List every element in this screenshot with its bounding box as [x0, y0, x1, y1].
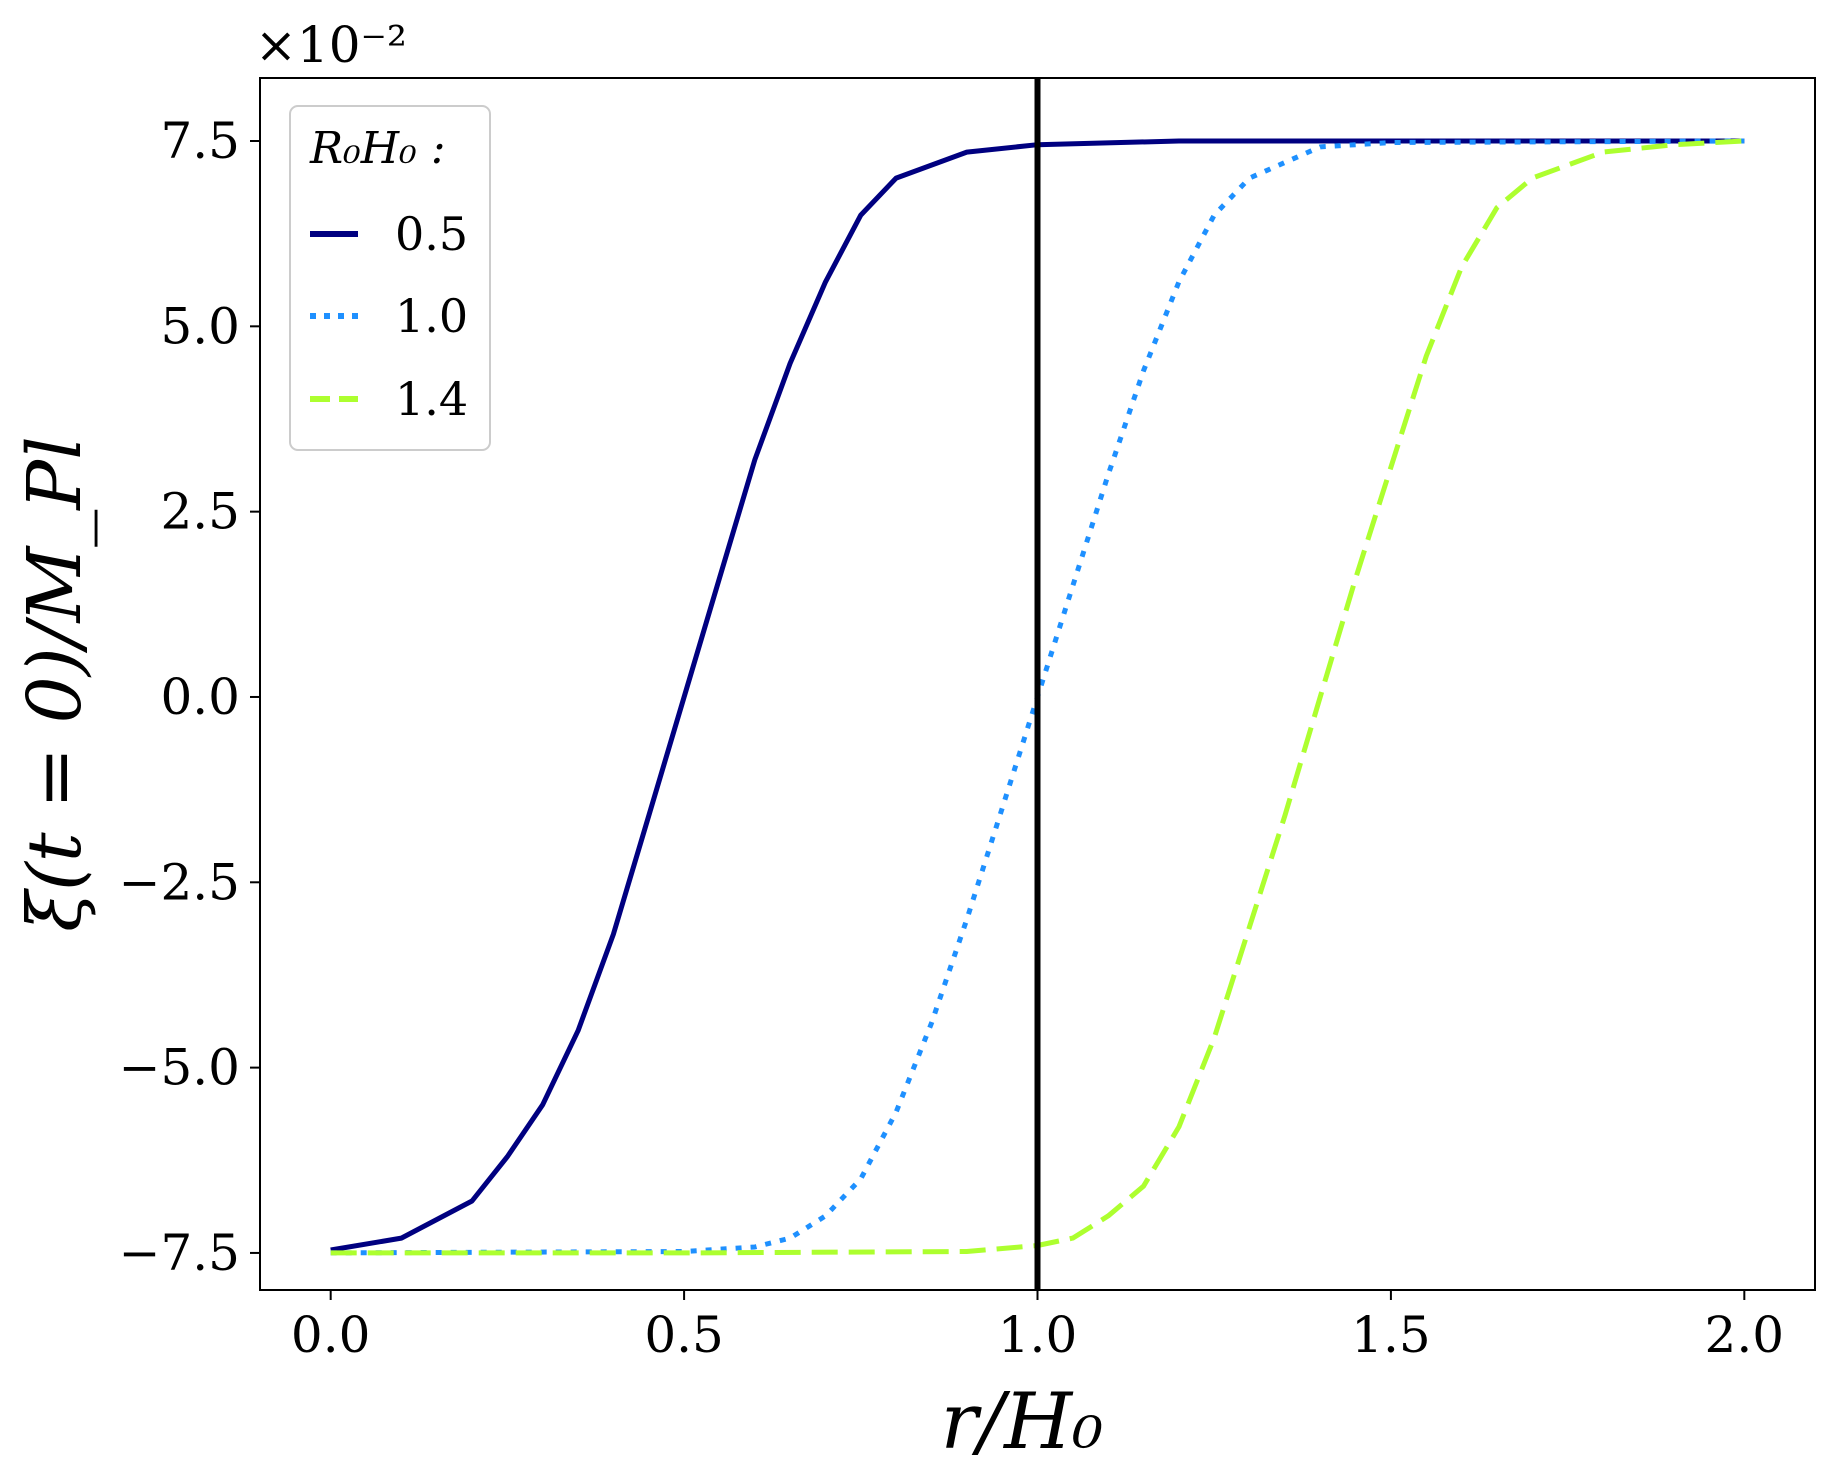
series-line-0.5	[330, 138, 1745, 1253]
y-tick-label: −2.5	[119, 853, 240, 911]
x-axis-label: r/H₀	[941, 1377, 1104, 1467]
ticks: 0.0 0.5 1.0 1.5 2.0 −7.5 −5.0 −2.5 0.0 2.5 5.0 7.5	[119, 112, 1785, 1364]
legend: R₀H₀ : 0.5 1.0 1.4	[289, 105, 491, 451]
series-line-1.0	[330, 138, 1745, 1256]
y-tick-label: 2.5	[160, 483, 240, 541]
x-tick-label: 1.0	[998, 1306, 1078, 1364]
y-multiplier: ×10⁻²	[255, 16, 407, 74]
y-tick-label: 5.0	[160, 297, 240, 355]
legend-frame	[289, 105, 491, 451]
y-axis-label: ξ(t = 0)/M_Pl	[12, 436, 98, 932]
y-tick-label: 7.5	[160, 112, 240, 170]
y-tick-label: −5.0	[119, 1039, 240, 1097]
x-tick-label: 0.0	[291, 1306, 371, 1364]
x-tick-label: 1.5	[1351, 1306, 1431, 1364]
legend-label-2: 1.4	[395, 372, 468, 426]
y-tick-label: −7.5	[119, 1224, 240, 1282]
x-tick-label: 2.0	[1705, 1306, 1785, 1364]
plot-area	[330, 78, 1745, 1290]
y-tick-label: 0.0	[160, 668, 240, 726]
series-line-1.4	[330, 138, 1745, 1256]
x-tick-label: 0.5	[644, 1306, 724, 1364]
legend-title: R₀H₀ :	[309, 123, 446, 174]
legend-label-1: 1.0	[395, 289, 468, 343]
legend-label-0: 0.5	[395, 207, 468, 261]
